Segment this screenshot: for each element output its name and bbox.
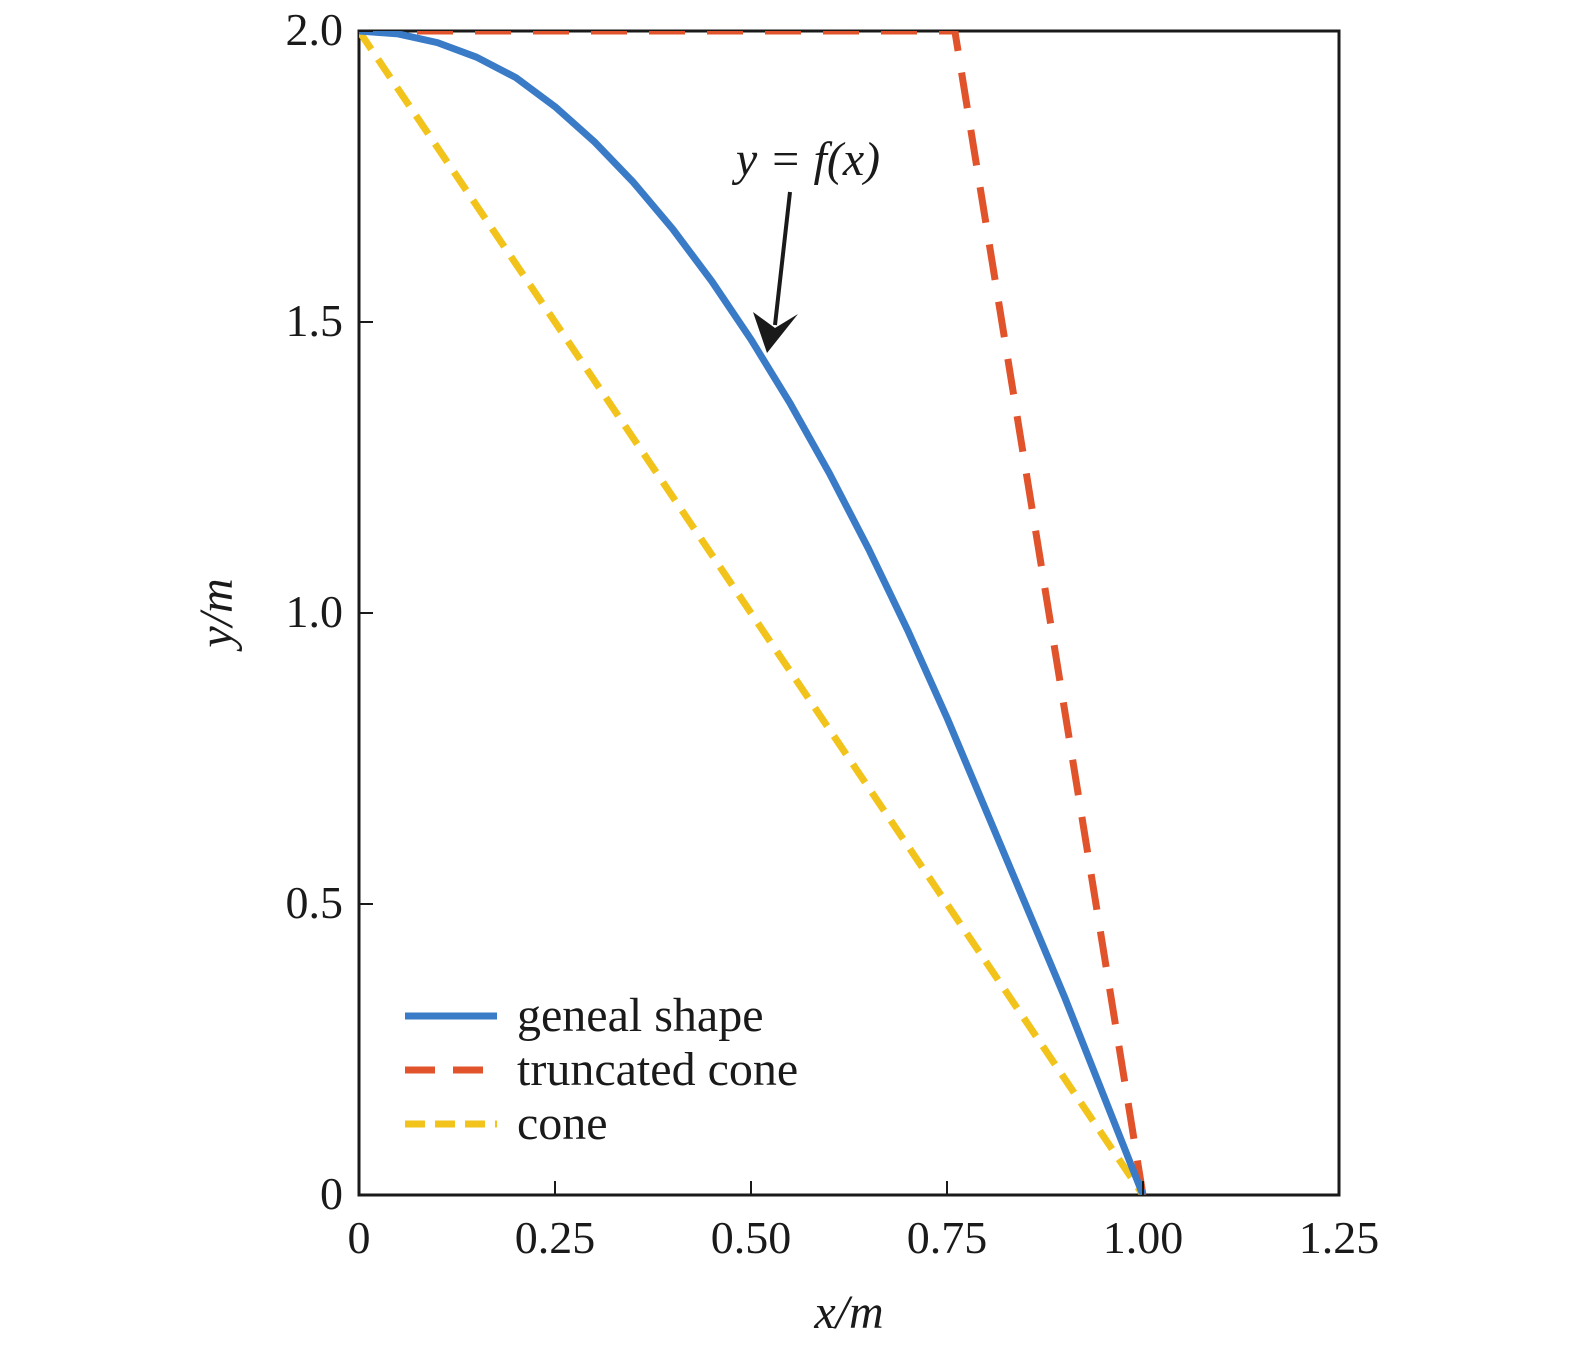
x-tick-label: 0.75 (907, 1212, 988, 1263)
x-tick-label: 1.25 (1299, 1212, 1380, 1263)
annotation-label: y = f(x) (731, 133, 880, 186)
y-tick-label: 1.5 (286, 295, 344, 346)
y-tick-label: 2.0 (286, 4, 344, 55)
series-layer (359, 31, 1147, 1195)
annotation: y = f(x) (731, 133, 880, 353)
y-axis-title: y/m (190, 578, 243, 652)
legend-label: truncated cone (517, 1043, 798, 1096)
x-axis-ticks: 0 0.25 0.50 0.75 1.00 1.25 (348, 1181, 1380, 1263)
legend-label: cone (517, 1097, 608, 1150)
y-tick-label: 0.5 (286, 877, 344, 928)
x-tick-label: 0.50 (711, 1212, 792, 1263)
x-tick-label: 1.00 (1103, 1212, 1184, 1263)
y-tick-label: 1.0 (286, 586, 344, 637)
plot-area-frame (357, 29, 1341, 1197)
legend-label: geneal shape (517, 989, 764, 1042)
y-axis-ticks: 0 0.5 1.0 1.5 2.0 (286, 4, 373, 1219)
annotation-arrow-shaft (773, 191, 792, 326)
series-line-geneal-shape (359, 31, 1147, 1195)
x-tick-label: 0.25 (515, 1212, 596, 1263)
series-line-cone (359, 31, 1146, 1195)
x-axis-title: x/m (813, 1286, 883, 1339)
y-tick-label: 0 (320, 1168, 343, 1219)
annotation-arrowhead (753, 312, 798, 353)
x-tick-label: 0 (348, 1212, 371, 1263)
